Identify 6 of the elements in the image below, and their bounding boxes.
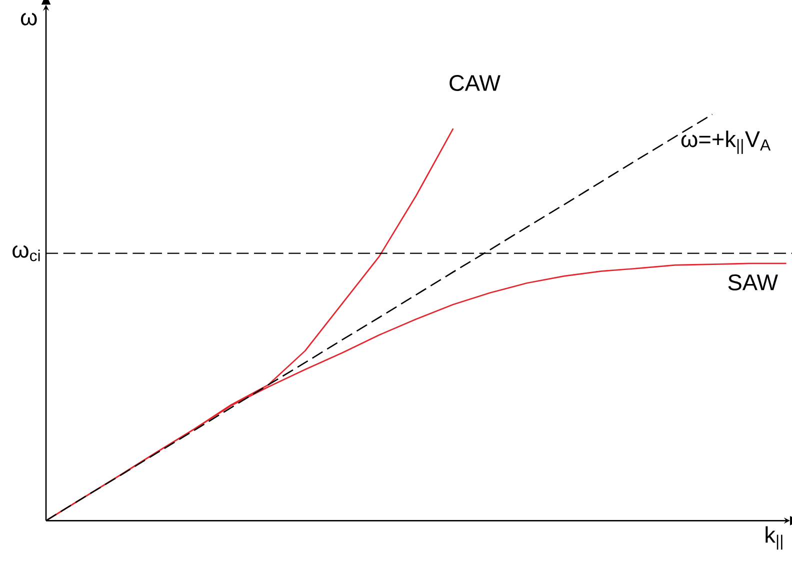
series-label: ω=+k$_{||}$V$_{A}$: [681, 130, 771, 154]
series-label: CAW: [450, 74, 500, 92]
series-label: SAW: [728, 274, 778, 290]
x-axis-title: k$_{||}$: [766, 526, 782, 550]
y-axis-title: ω: [20, 12, 37, 26]
ref-line-label: ω$_{ci}$: [12, 245, 40, 262]
